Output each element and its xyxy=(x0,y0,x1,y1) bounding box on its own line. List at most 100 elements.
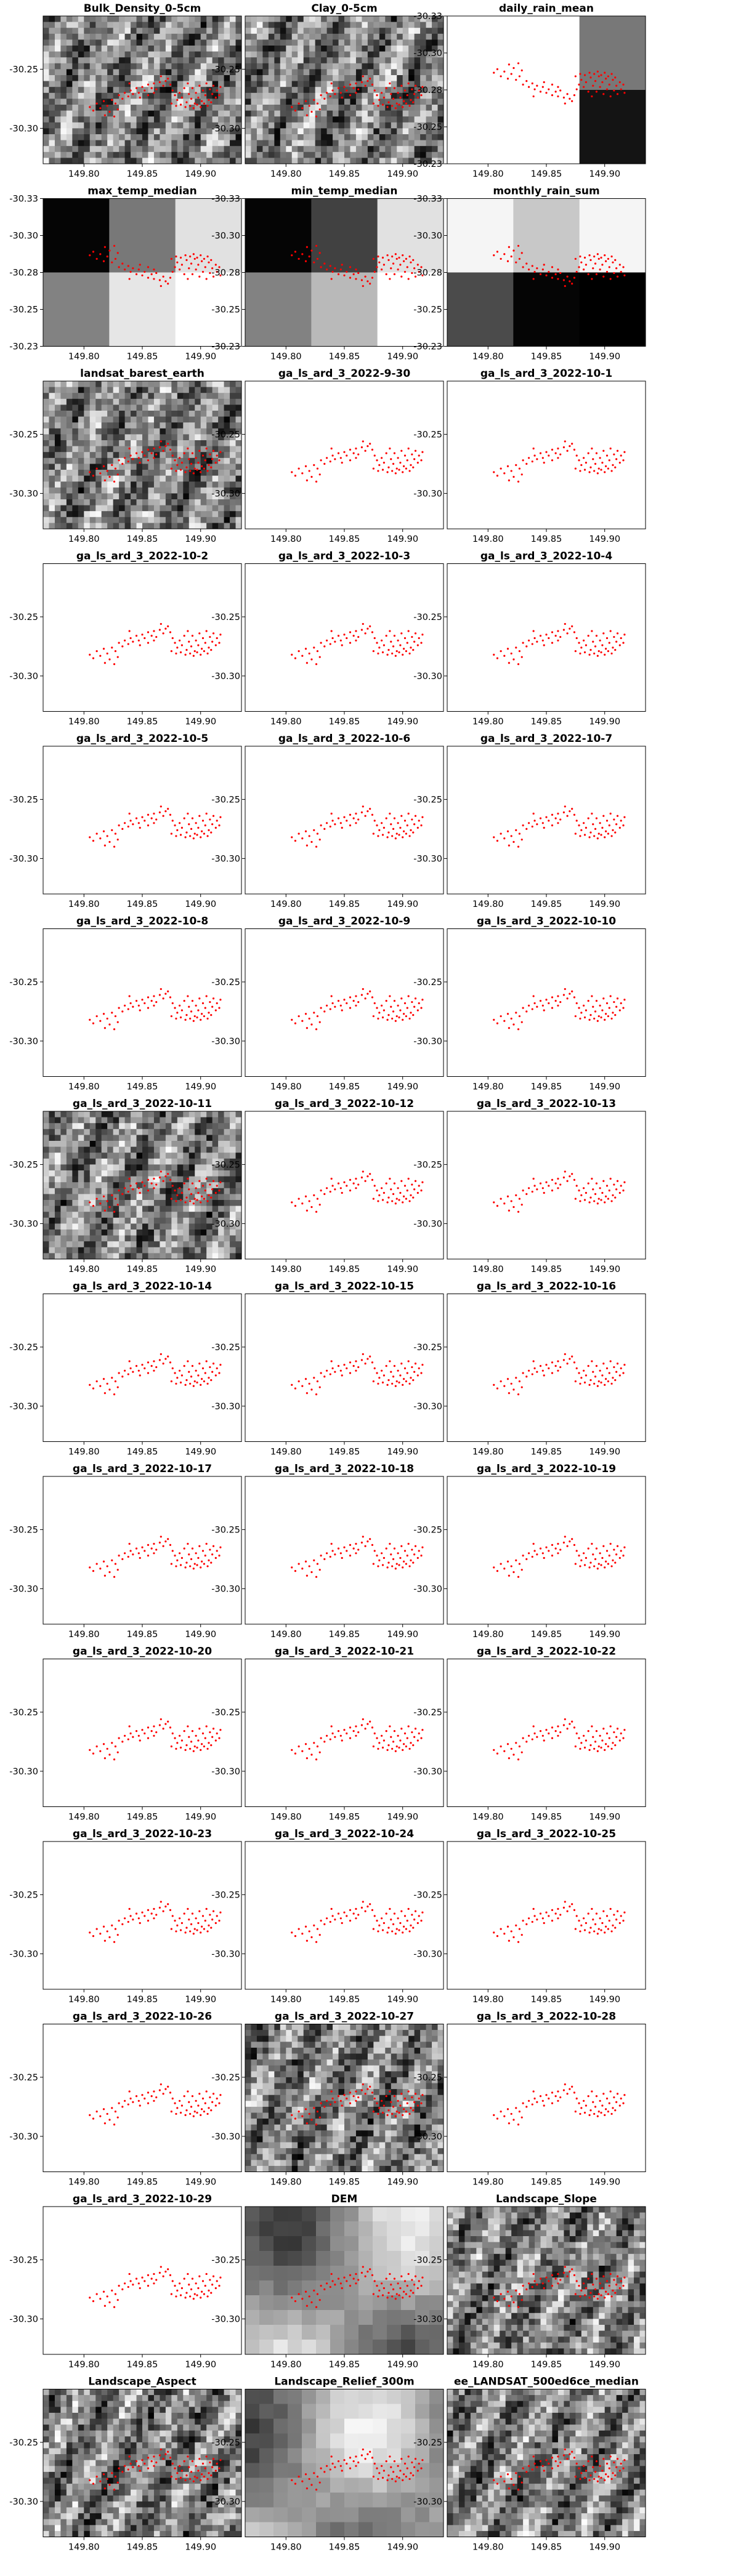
raster-cell xyxy=(311,272,378,347)
raster-cell xyxy=(136,393,143,400)
sample-point xyxy=(527,1004,530,1007)
raster-cell xyxy=(171,1117,178,1124)
sample-point xyxy=(595,452,598,454)
raster-cell xyxy=(183,69,190,76)
raster-cell xyxy=(54,105,62,111)
raster-cell xyxy=(262,92,269,99)
sample-point xyxy=(574,467,577,470)
raster-cell xyxy=(432,151,439,158)
raster-cell xyxy=(224,1235,230,1242)
raster-cell xyxy=(218,87,225,94)
raster-cell xyxy=(49,1230,55,1236)
sample-point xyxy=(610,73,613,75)
raster-cell xyxy=(309,87,316,94)
raster-cell xyxy=(119,46,126,52)
raster-cell xyxy=(183,105,190,111)
raster-cell xyxy=(280,99,286,105)
raster-cell xyxy=(183,1223,190,1230)
raster-cell xyxy=(72,1123,79,1130)
raster-cell xyxy=(224,405,230,411)
sample-point xyxy=(343,816,346,818)
raster-cell xyxy=(153,470,161,477)
raster-cell xyxy=(142,434,149,441)
raster-cell xyxy=(235,16,241,23)
raster-cell xyxy=(49,487,55,494)
sample-point xyxy=(571,100,573,102)
raster-cell xyxy=(355,87,363,94)
raster-cell xyxy=(402,69,409,76)
raster-cell xyxy=(49,22,55,28)
raster-cell xyxy=(171,146,178,153)
raster-cell xyxy=(153,1223,161,1230)
raster-cell xyxy=(218,1235,225,1242)
raster-cell xyxy=(218,75,225,82)
raster-cell xyxy=(66,151,73,158)
sample-point xyxy=(377,652,379,655)
raster-cell xyxy=(66,1111,73,1118)
raster-cell xyxy=(89,92,96,99)
sample-point xyxy=(153,457,155,459)
raster-cell xyxy=(148,517,155,523)
raster-cell xyxy=(171,63,178,70)
sample-point xyxy=(118,459,120,462)
raster-cell xyxy=(206,517,213,523)
raster-cell xyxy=(54,46,62,52)
sample-point xyxy=(137,268,140,271)
sample-point xyxy=(214,644,217,646)
sample-point xyxy=(378,464,381,466)
raster-cell xyxy=(101,140,108,147)
raster-cell xyxy=(84,1200,91,1207)
raster-cell xyxy=(245,75,252,82)
sample-point xyxy=(623,999,626,1001)
raster-cell xyxy=(66,457,73,464)
raster-cell xyxy=(43,57,50,64)
sample-point xyxy=(179,268,181,271)
raster-cell xyxy=(54,511,62,518)
raster-cell xyxy=(136,464,143,470)
raster-cell xyxy=(256,92,264,99)
raster-cell xyxy=(286,122,293,129)
raster-cell xyxy=(49,452,55,459)
raster-cell xyxy=(148,1212,155,1218)
raster-cell xyxy=(355,51,363,58)
raster-cell xyxy=(309,105,316,111)
raster-cell xyxy=(148,1135,155,1141)
raster-cell xyxy=(113,475,119,482)
raster-cell xyxy=(101,128,108,135)
raster-cell xyxy=(84,405,91,411)
sample-point xyxy=(536,640,538,643)
y-tick-label: -30.28 xyxy=(9,268,38,278)
sample-point xyxy=(176,1012,179,1014)
raster-cell xyxy=(107,1123,114,1130)
raster-cell xyxy=(165,1235,172,1242)
sample-point xyxy=(95,257,98,260)
raster-cell xyxy=(119,99,126,105)
sample-point xyxy=(369,808,371,810)
raster-cell xyxy=(153,1182,161,1189)
raster-cell xyxy=(303,146,310,153)
sample-point xyxy=(414,275,417,278)
y-tick-label: -30.30 xyxy=(413,49,442,58)
raster-cell xyxy=(89,1217,96,1224)
sample-point xyxy=(517,1028,520,1031)
raster-cell xyxy=(218,1205,225,1212)
raster-cell xyxy=(402,110,409,117)
raster-cell xyxy=(245,122,252,129)
raster-cell xyxy=(165,81,172,87)
raster-cell xyxy=(338,46,345,52)
raster-cell xyxy=(408,28,415,34)
sample-point xyxy=(387,649,390,651)
raster-cell xyxy=(136,1153,143,1159)
y-tick-label: -30.25 xyxy=(211,795,240,805)
raster-cell xyxy=(350,146,357,153)
sample-point xyxy=(197,461,200,464)
sample-point xyxy=(364,449,366,452)
sample-point xyxy=(559,453,562,456)
sample-point xyxy=(196,469,198,471)
raster-cell xyxy=(362,51,368,58)
sample-point xyxy=(193,1015,196,1018)
panel-title: ga_ls_ard_3_2022-10-11 xyxy=(73,1098,212,1110)
raster-cell xyxy=(54,110,62,117)
raster-cell xyxy=(43,128,50,135)
raster-cell xyxy=(78,1230,84,1236)
